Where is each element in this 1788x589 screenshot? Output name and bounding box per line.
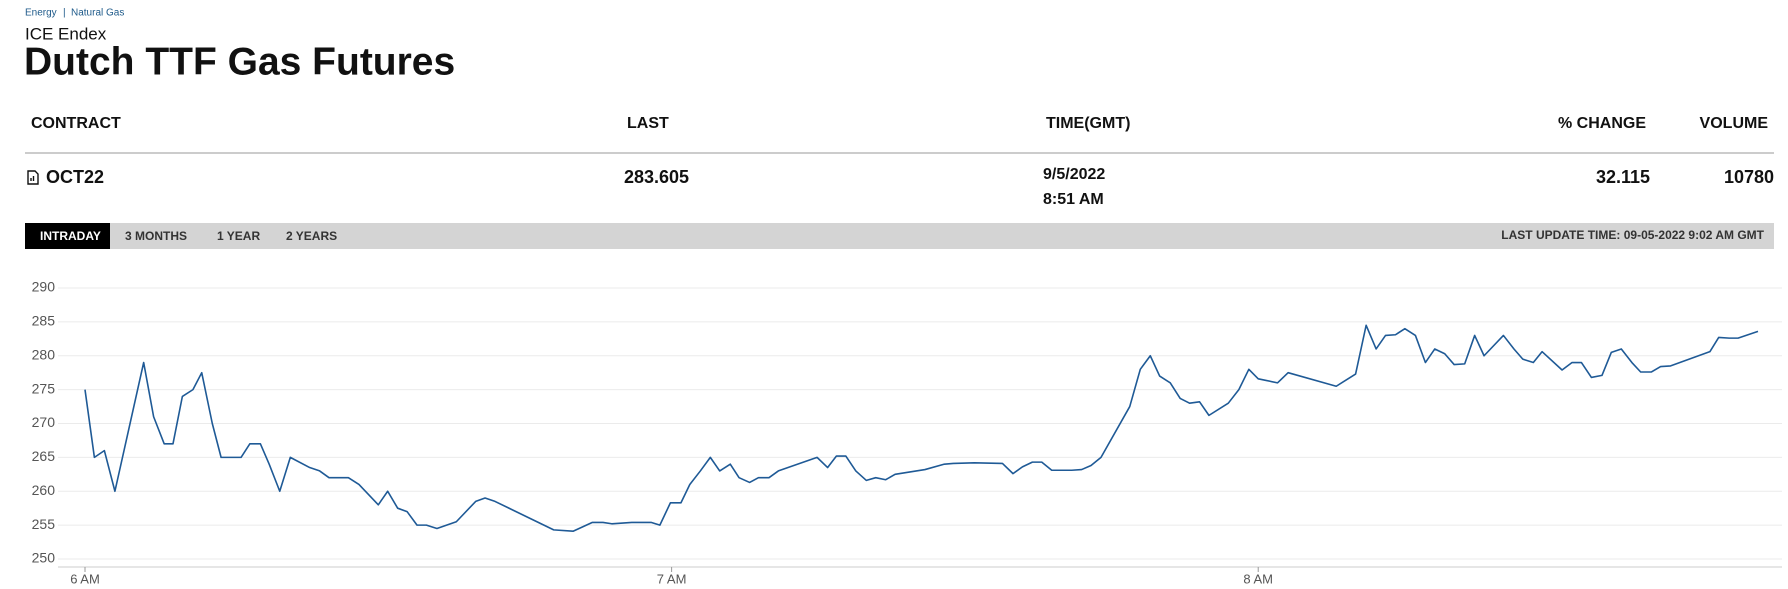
trade-date: 9/5/2022: [1043, 166, 1105, 183]
tab-bar: [25, 223, 1774, 249]
breadcrumb-separator: |: [63, 8, 66, 19]
tab[interactable]: 3 MONTHS: [125, 229, 187, 243]
exchange: ICE Endex: [25, 24, 107, 43]
y-tick-label: 275: [32, 380, 56, 396]
column-header: LAST: [627, 115, 669, 132]
breadcrumb-link[interactable]: Natural Gas: [71, 8, 124, 19]
y-tick-label: 280: [32, 346, 56, 362]
last-update: LAST UPDATE TIME: 09-05-2022 9:02 AM GMT: [1501, 228, 1764, 242]
contract[interactable]: OCT22: [46, 167, 104, 187]
x-tick-label: 7 AM: [657, 571, 687, 586]
percent-change: 32.115: [1596, 167, 1650, 187]
y-tick-label: 255: [32, 516, 56, 532]
tab[interactable]: 1 YEAR: [217, 229, 260, 243]
trade-time: 8:51 AM: [1043, 191, 1104, 208]
column-header: VOLUME: [1700, 115, 1769, 132]
tab-active-bg: [25, 223, 110, 249]
column-header: TIME(GMT): [1046, 115, 1130, 132]
y-tick-label: 285: [32, 313, 56, 329]
column-header: CONTRACT: [31, 115, 121, 132]
column-header: % CHANGE: [1558, 115, 1646, 132]
y-tick-label: 290: [32, 279, 56, 295]
y-tick-label: 260: [32, 482, 56, 498]
y-tick-label: 250: [32, 550, 56, 566]
doc-icon[interactable]: [27, 170, 39, 185]
page-title: Dutch TTF Gas Futures: [24, 40, 455, 83]
volume: 10780: [1724, 167, 1774, 187]
tab[interactable]: 2 YEARS: [286, 229, 337, 243]
chart: 250 255 260 265 270 275 280 285 290 6 AM 7 AM 8 AM: [32, 279, 1782, 586]
last-price: 283.605: [624, 167, 689, 187]
price-line: [84, 324, 1759, 533]
x-tick-label: 8 AM: [1243, 571, 1273, 586]
tabs: INTRADAY 3 MONTHS 1 YEAR 2 YEARS: [25, 223, 337, 249]
breadcrumb-link[interactable]: Energy: [25, 8, 57, 19]
y-tick-label: 265: [32, 448, 56, 464]
tab[interactable]: INTRADAY: [40, 229, 101, 243]
y-tick-label: 270: [32, 414, 56, 430]
x-tick-label: 6 AM: [70, 571, 100, 586]
